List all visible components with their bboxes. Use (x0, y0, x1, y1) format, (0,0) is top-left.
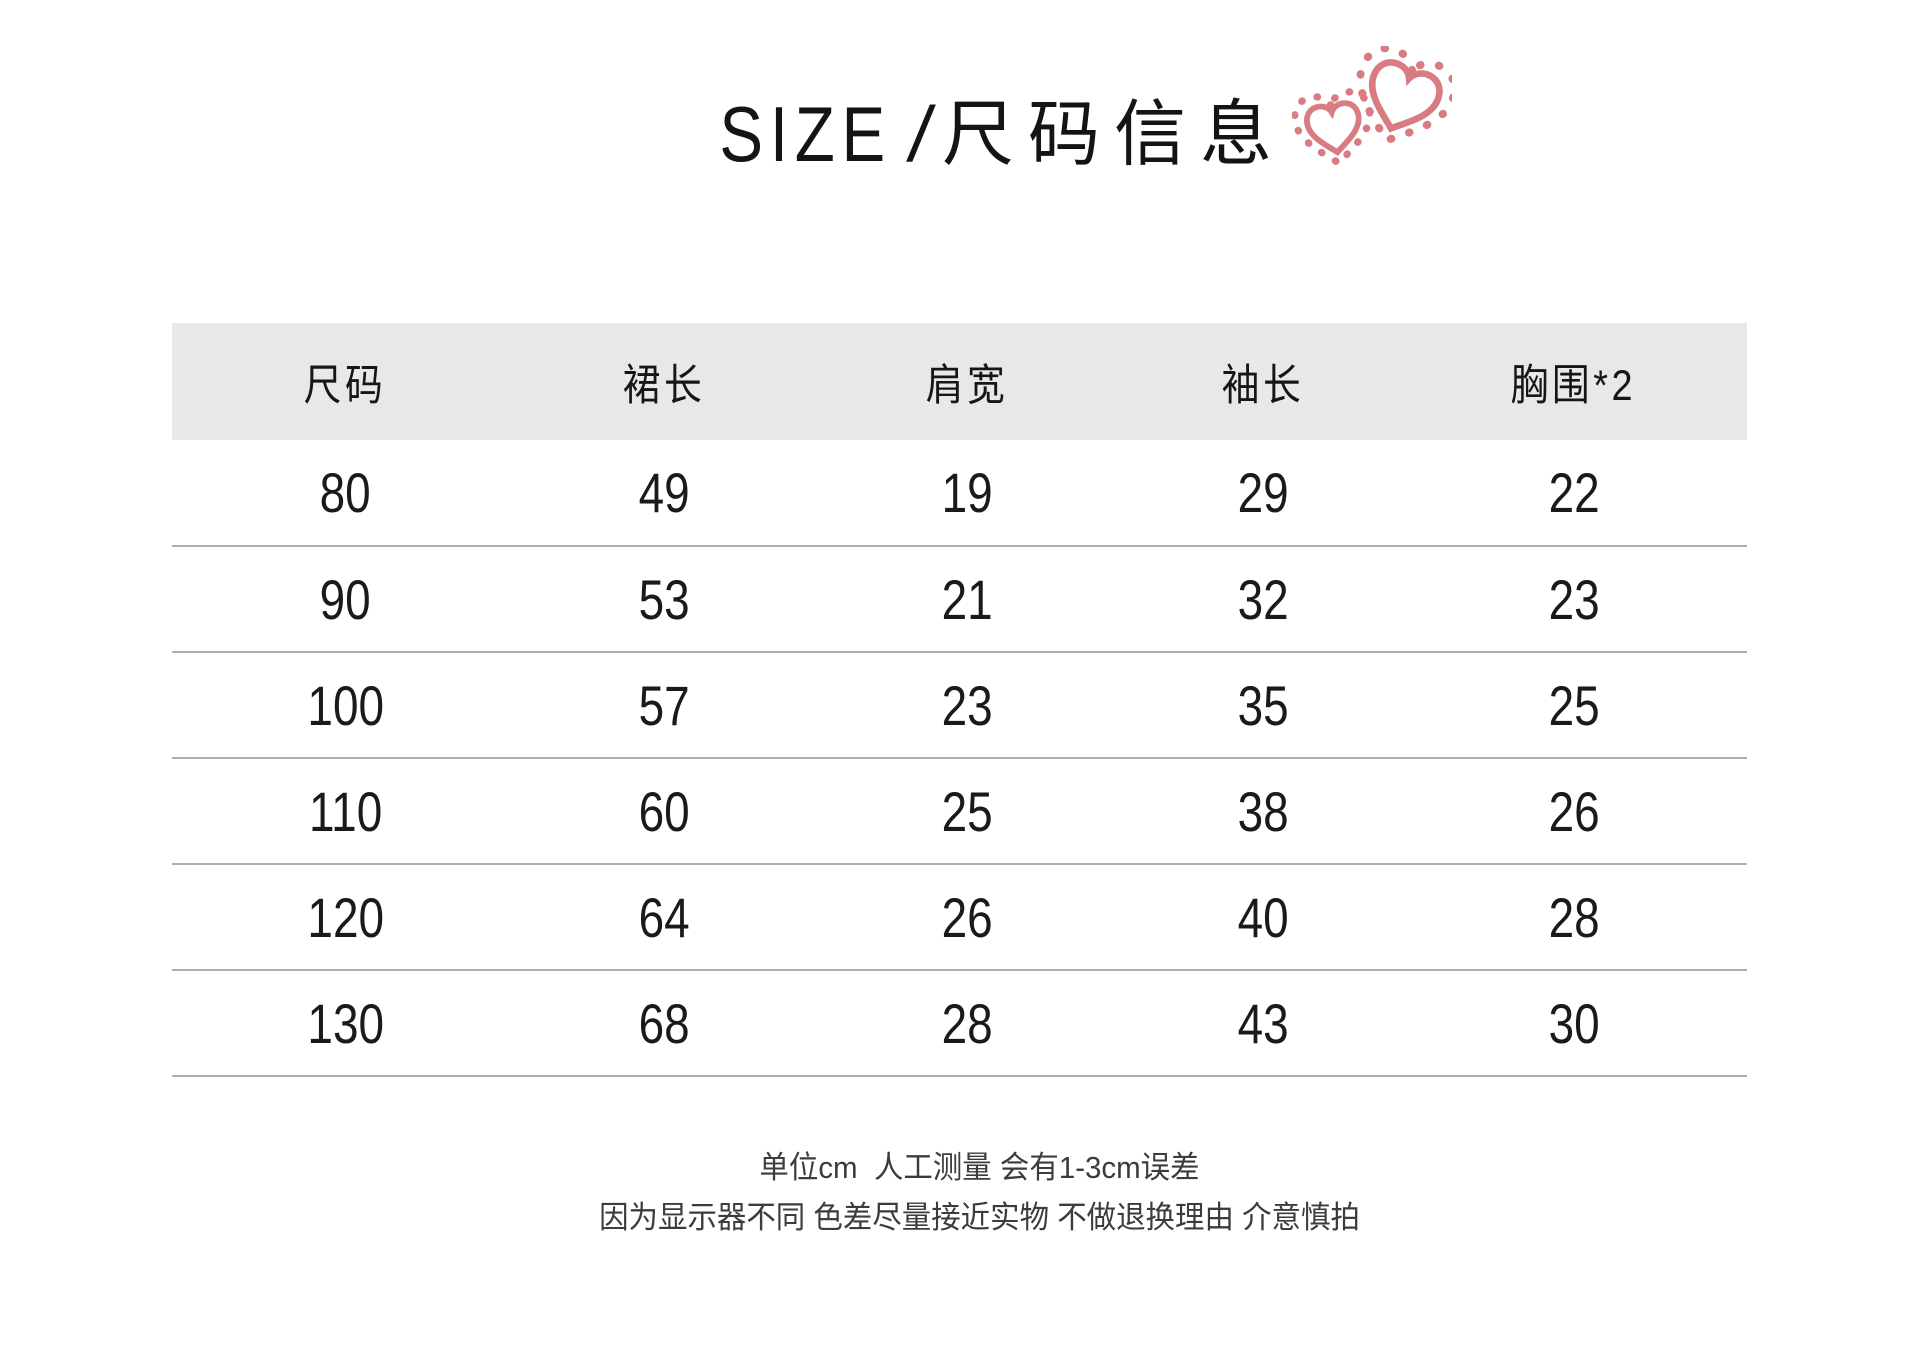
size-cell: 90 (172, 546, 519, 652)
size-cell: 68 (519, 970, 810, 1076)
size-cell: 26 (810, 864, 1125, 970)
size-value: 49 (638, 461, 690, 524)
size-cell: 80 (172, 440, 519, 546)
size-cell: 110 (172, 758, 519, 864)
size-cell: 43 (1125, 970, 1401, 1076)
size-cell: 21 (810, 546, 1125, 652)
header-size: 尺码 (303, 361, 387, 410)
hearts-icon (1292, 46, 1453, 168)
size-cell: 40 (1125, 864, 1401, 970)
size-value: 40 (1237, 885, 1289, 949)
table-row: 130 68 28 43 30 (172, 970, 1747, 1076)
size-table: 尺码 裙长 肩宽 袖长 胸围*2 80 49 19 29 22 90 53 21 32 23 100… (172, 323, 1747, 1077)
size-value: 28 (941, 991, 993, 1055)
title-separator: / (904, 90, 939, 178)
size-cell: 53 (519, 546, 810, 652)
size-cell: 23 (810, 652, 1125, 758)
size-value: 38 (1237, 779, 1289, 843)
size-cell: 23 (1401, 546, 1748, 652)
size-value: 35 (1237, 673, 1289, 737)
size-table-body: 80 49 19 29 22 90 53 21 32 23 100 57 23 35 25 110 60 25 38… (172, 440, 1747, 1076)
table-row: 80 49 19 29 22 (172, 440, 1747, 546)
header-sleeve-length: 袖长 (1221, 361, 1305, 410)
size-value: 68 (638, 991, 690, 1055)
table-header-row: 尺码 裙长 肩宽 袖长 胸围*2 (172, 323, 1747, 440)
header-skirt-length: 裙长 (622, 361, 706, 410)
size-value: 60 (638, 779, 690, 843)
size-cell: 35 (1125, 652, 1401, 758)
title-size-zh: 尺码信息 (942, 95, 1287, 175)
size-cell: 22 (1401, 440, 1748, 546)
size-value: 64 (638, 885, 690, 949)
size-value: 80 (319, 461, 371, 524)
size-cell: 64 (519, 864, 810, 970)
title-size-en: SIZE (719, 90, 892, 178)
size-cell: 49 (519, 440, 810, 546)
table-row: 110 60 25 38 26 (172, 758, 1747, 864)
size-value: 25 (941, 779, 993, 843)
header-chest-x2: 胸围*2 (1510, 361, 1637, 410)
size-value: 130 (306, 991, 384, 1055)
footer-note: 单位cm 人工测量 会有1-3cm误差 因为显示器不同 色差尽量接近实物 不做退… (20, 1143, 1919, 1243)
size-value: 26 (1548, 779, 1600, 843)
size-value: 30 (1548, 991, 1600, 1055)
size-value: 25 (1548, 673, 1600, 737)
size-cell: 19 (810, 440, 1125, 546)
table-row: 120 64 26 40 28 (172, 864, 1747, 970)
size-cell: 25 (810, 758, 1125, 864)
size-cell: 30 (1401, 970, 1748, 1076)
size-value: 23 (941, 673, 993, 737)
size-value: 23 (1548, 567, 1600, 631)
page-title: SIZE / 尺码信息 (118, 45, 1919, 180)
size-value: 21 (941, 567, 993, 631)
size-value: 57 (638, 673, 690, 737)
size-value: 19 (941, 461, 993, 524)
size-cell: 130 (172, 970, 519, 1076)
size-cell: 28 (1401, 864, 1748, 970)
size-value: 22 (1548, 461, 1600, 524)
size-value: 110 (308, 779, 382, 843)
table-row: 100 57 23 35 25 (172, 652, 1747, 758)
size-cell: 100 (172, 652, 519, 758)
footer-color-note: 因为显示器不同 色差尽量接近实物 不做退换理由 介意慎拍 (599, 1200, 1360, 1235)
table-row: 90 53 21 32 23 (172, 546, 1747, 652)
size-cell: 57 (519, 652, 810, 758)
size-cell: 29 (1125, 440, 1401, 546)
size-cell: 38 (1125, 758, 1401, 864)
size-value: 26 (941, 885, 993, 949)
size-value: 100 (306, 673, 384, 737)
size-value: 29 (1237, 461, 1289, 524)
header-shoulder-width: 肩宽 (926, 361, 1009, 410)
size-value: 90 (319, 567, 371, 631)
size-cell: 28 (810, 970, 1125, 1076)
size-value: 53 (638, 567, 690, 631)
size-value: 120 (306, 885, 384, 949)
size-value: 43 (1237, 991, 1289, 1055)
size-value: 32 (1237, 567, 1289, 631)
size-cell: 26 (1401, 758, 1748, 864)
size-cell: 120 (172, 864, 519, 970)
size-cell: 25 (1401, 652, 1748, 758)
size-cell: 60 (519, 758, 810, 864)
size-cell: 32 (1125, 546, 1401, 652)
footer-measure-note: 单位cm 人工测量 会有1-3cm误差 (759, 1150, 1200, 1185)
size-value: 28 (1548, 885, 1600, 949)
